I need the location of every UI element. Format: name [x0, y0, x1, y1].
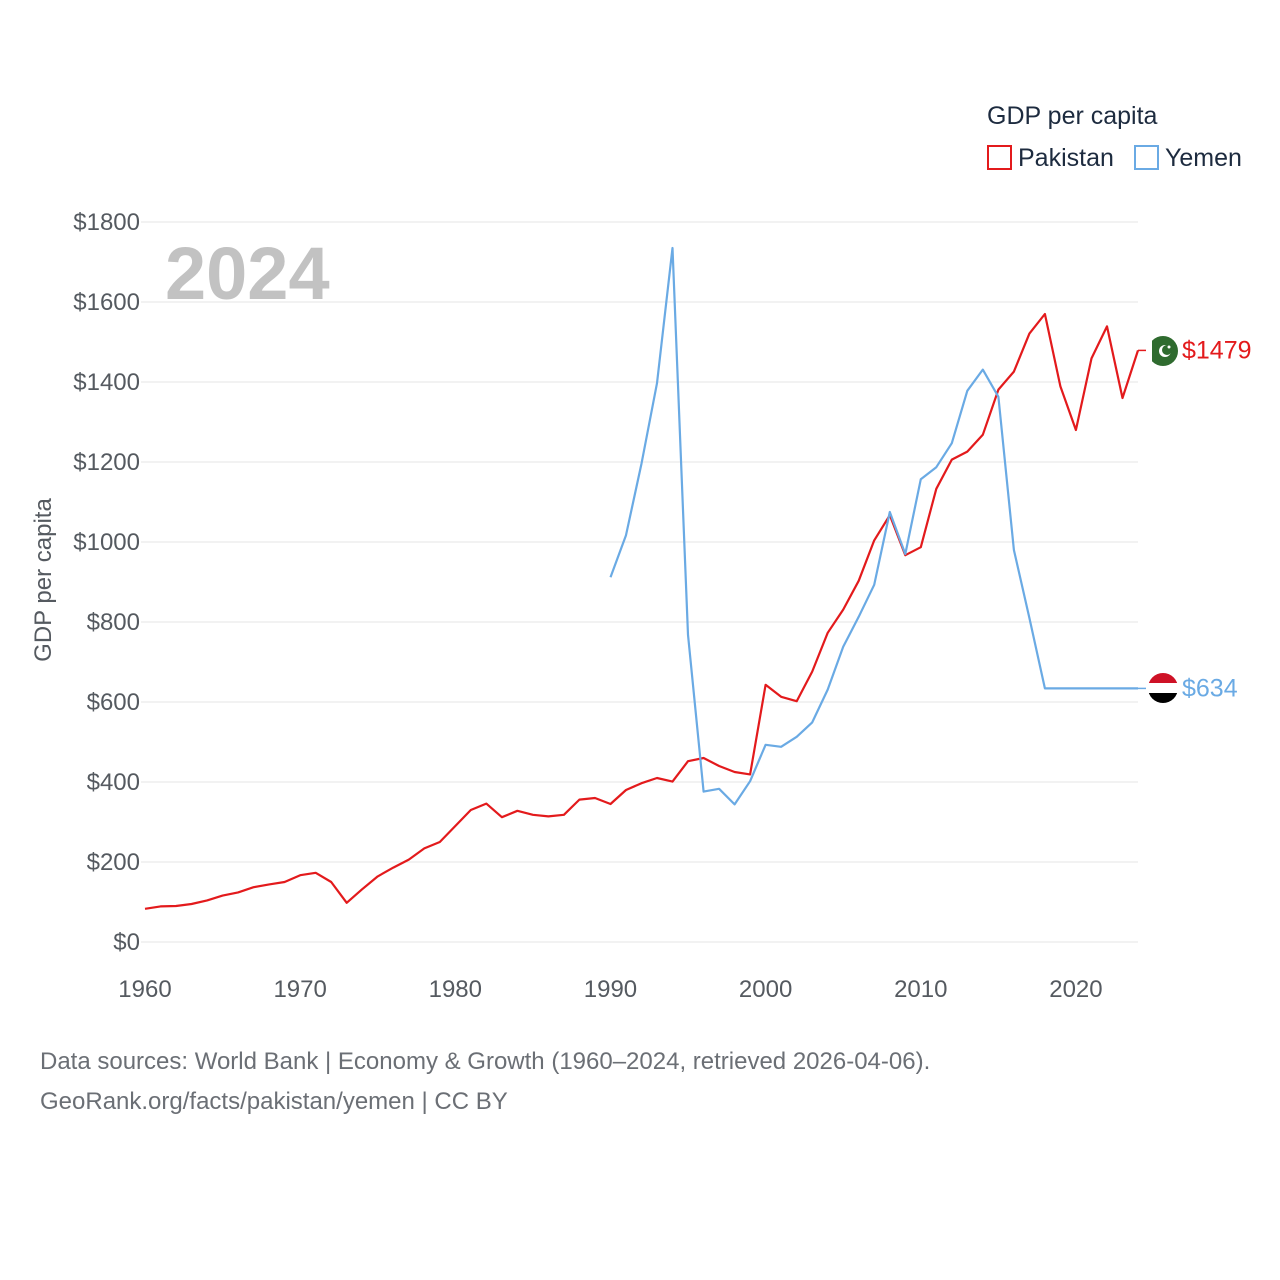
- source-note: Data sources: World Bank | Economy & Gro…: [40, 1042, 930, 1122]
- series-line-pakistan: [144, 312, 1140, 910]
- legend-swatch-yemen: [1134, 145, 1159, 170]
- x-tick-label: 1960: [118, 976, 171, 1003]
- y-tick-label: $1000: [73, 529, 140, 556]
- legend-title: GDP per capita: [987, 102, 1158, 130]
- y-tick-label: $600: [87, 689, 140, 716]
- end-value-label-yemen: $634: [1182, 674, 1238, 702]
- legend-swatch-pakistan: [987, 145, 1012, 170]
- grid-lines: [141, 221, 1138, 943]
- gdp-per-capita-chart: $0$200$400$600$800$1000$1200$1400$1600$1…: [30, 102, 1252, 1003]
- y-tick-label: $1800: [73, 209, 140, 236]
- y-tick-label: $1200: [73, 449, 140, 476]
- pakistan-flag-icon: [1148, 336, 1178, 366]
- end-value-label-pakistan: $1479: [1182, 336, 1252, 364]
- source-line-1: Data sources: World Bank | Economy & Gro…: [40, 1048, 931, 1075]
- legend-label-pakistan: Pakistan: [1018, 144, 1114, 172]
- yemen-flag-icon: [1148, 673, 1178, 703]
- x-tick-label: 1980: [429, 976, 482, 1003]
- x-tick-label: 2000: [739, 976, 792, 1003]
- x-tick-label: 1970: [273, 976, 326, 1003]
- x-tick-label: 2010: [894, 976, 947, 1003]
- x-tick-label: 1990: [584, 976, 637, 1003]
- y-tick-label: $800: [87, 609, 140, 636]
- y-tick-label: $1600: [73, 289, 140, 316]
- x-axis: 1960 1970 1980 1990 2000 2010 2020: [118, 976, 1102, 1003]
- y-tick-label: $0: [113, 929, 140, 956]
- series-line-yemen: [609, 246, 1138, 806]
- x-tick-label: 2020: [1049, 976, 1102, 1003]
- y-tick-label: $200: [87, 849, 140, 876]
- legend: GDP per capita Pakistan Yemen: [987, 102, 1242, 172]
- source-line-2: GeoRank.org/facts/pakistan/yemen | CC BY: [40, 1088, 508, 1115]
- legend-label-yemen: Yemen: [1165, 144, 1242, 172]
- series-layer: $1479 $634: [144, 246, 1252, 910]
- y-axis: $0 $200 $400 $600 $800 $1000 $1200 $1400 $1600 $1…: [73, 209, 140, 956]
- y-tick-label: $1400: [73, 369, 140, 396]
- y-axis-title: GDP per capita: [30, 498, 57, 662]
- year-label: 2024: [165, 232, 330, 315]
- y-tick-label: $400: [87, 769, 140, 796]
